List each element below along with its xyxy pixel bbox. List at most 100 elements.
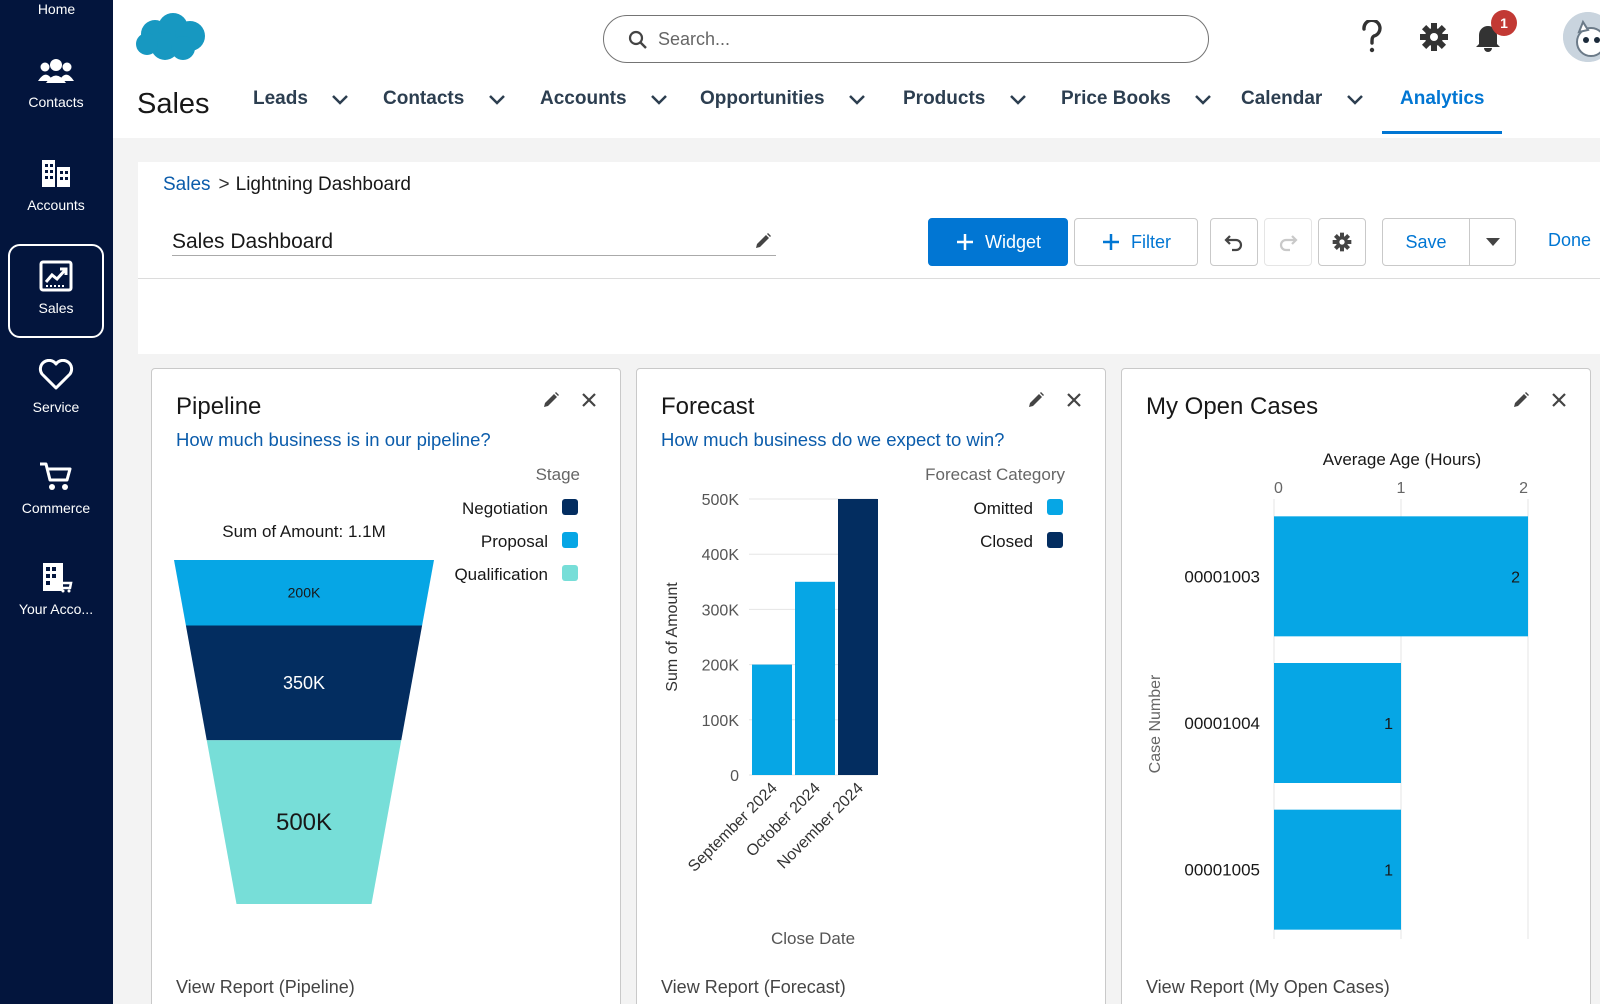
- view-report-link[interactable]: View Report (Pipeline): [176, 977, 355, 997]
- forecast-widget: 0 100K 200K 300K 400K 500K Sum of Amount Septem…: [636, 368, 1106, 1004]
- add-widget-button[interactable]: Widget: [928, 218, 1068, 266]
- x-tick-label: October 2024: [743, 780, 824, 861]
- y-tick-label: 500K: [702, 492, 740, 509]
- dashboard-name: Sales Dashboard: [172, 230, 334, 253]
- breadcrumb-link-sales[interactable]: Sales: [163, 174, 211, 195]
- x-axis-title: Average Age (Hours): [1323, 450, 1481, 469]
- dashboard-properties-button[interactable]: [1318, 218, 1366, 266]
- legend-label: Negotiation: [462, 499, 548, 518]
- legend-label: Proposal: [481, 532, 548, 551]
- help-icon[interactable]: [1361, 20, 1383, 54]
- funnel-segment: [174, 560, 434, 626]
- tab-opportunities[interactable]: Opportunities: [700, 88, 866, 138]
- chevron-down-icon[interactable]: [1346, 93, 1364, 105]
- add-filter-button[interactable]: Filter: [1074, 218, 1198, 266]
- global-search[interactable]: [603, 15, 1209, 63]
- commerce-icon: [40, 462, 72, 490]
- chevron-down-icon[interactable]: [848, 93, 866, 105]
- rail-item-commerce[interactable]: Commerce: [8, 446, 104, 540]
- chevron-down-icon[interactable]: [650, 93, 668, 105]
- tab-price-books[interactable]: Price Books: [1061, 88, 1212, 138]
- y-axis-label: Sum of Amount: [664, 582, 681, 692]
- tab-calendar[interactable]: Calendar: [1241, 88, 1364, 138]
- contacts-icon: [38, 59, 74, 83]
- bar: [1274, 516, 1528, 637]
- tab-label: Price Books: [1061, 88, 1171, 109]
- pencil-icon[interactable]: [1027, 391, 1045, 409]
- open-cases-bar-chart: Average Age (Hours) 0 1 2 Case Number 2 000010…: [1147, 450, 1529, 939]
- tab-contacts[interactable]: Contacts: [383, 88, 506, 138]
- close-icon[interactable]: [580, 391, 598, 409]
- tab-leads[interactable]: Leads: [253, 88, 349, 138]
- view-report-link[interactable]: View Report (Forecast): [661, 977, 846, 997]
- breadcrumb-current: Lightning Dashboard: [235, 174, 411, 195]
- chevron-down-icon[interactable]: [1009, 93, 1027, 105]
- plus-icon: [1103, 234, 1119, 250]
- widget-tools: [1027, 391, 1083, 414]
- rail-item-your-account[interactable]: Your Acco...: [8, 547, 104, 641]
- filter-button-label: Filter: [1131, 231, 1171, 252]
- legend-label: Qualification: [454, 565, 548, 584]
- legend-swatch: [562, 499, 578, 515]
- rail-label: Sales: [38, 300, 74, 316]
- widget-title: My Open Cases: [1146, 393, 1319, 420]
- global-header: 1 Sales Leads Contacts Accounts Opportun…: [113, 0, 1600, 138]
- y-axis-label: Case Number: [1147, 674, 1164, 773]
- undo-button[interactable]: [1210, 218, 1258, 266]
- y-tick-label: 00001005: [1184, 861, 1260, 880]
- pipeline-widget: Stage Negotiation Proposal Qualification Sum…: [151, 368, 621, 1004]
- tab-accounts[interactable]: Accounts: [540, 88, 668, 138]
- bar: [1274, 663, 1401, 783]
- redo-icon: [1279, 235, 1298, 252]
- user-avatar-icon: [1563, 12, 1600, 62]
- rail-home-label[interactable]: Home: [37, 1, 76, 17]
- chevron-down-icon[interactable]: [331, 93, 349, 105]
- rail-item-accounts[interactable]: Accounts: [8, 143, 104, 237]
- rail-item-sales[interactable]: Sales: [8, 244, 104, 338]
- notification-badge: 1: [1491, 10, 1517, 36]
- x-tick-label: 1: [1397, 480, 1406, 497]
- avatar[interactable]: [1563, 12, 1600, 62]
- y-tick-label: 200K: [702, 658, 740, 675]
- close-icon[interactable]: [1065, 391, 1083, 409]
- tab-products[interactable]: Products: [903, 88, 1027, 138]
- rail-item-service[interactable]: Service: [8, 345, 104, 439]
- salesforce-logo[interactable]: [135, 12, 207, 64]
- y-tick-label: 100K: [702, 713, 740, 730]
- save-button[interactable]: Save: [1382, 218, 1470, 266]
- pencil-icon[interactable]: [542, 391, 560, 409]
- bar: [752, 664, 792, 775]
- save-options-button[interactable]: [1469, 218, 1516, 266]
- rail-label: Accounts: [27, 197, 85, 213]
- widget-title: Forecast: [661, 393, 755, 420]
- chevron-down-icon[interactable]: [488, 93, 506, 105]
- breadcrumb-separator: >: [218, 174, 230, 195]
- y-tick-label: 300K: [702, 602, 740, 619]
- done-button[interactable]: Done: [1548, 230, 1592, 250]
- close-icon[interactable]: [1550, 391, 1568, 409]
- funnel-value-label: 500K: [276, 809, 332, 836]
- view-report-link[interactable]: View Report (My Open Cases): [1146, 977, 1390, 997]
- caret-down-icon: [1485, 238, 1500, 246]
- pencil-icon[interactable]: [754, 232, 772, 250]
- chevron-down-icon[interactable]: [1194, 93, 1212, 105]
- funnel-total-label: Sum of Amount: 1.1M: [222, 522, 385, 541]
- redo-button[interactable]: [1264, 218, 1312, 266]
- x-tick-label: 2: [1519, 480, 1528, 497]
- y-tick-label: 0: [730, 768, 739, 785]
- y-tick-label: 00001003: [1184, 567, 1260, 586]
- breadcrumb: Sales > Lightning Dashboard: [163, 174, 411, 196]
- rail-item-contacts[interactable]: Contacts: [8, 42, 104, 136]
- widget-button-label: Widget: [984, 231, 1042, 252]
- gear-icon[interactable]: [1419, 22, 1449, 52]
- tab-analytics[interactable]: Analytics: [1381, 88, 1504, 138]
- funnel-value-label: 350K: [283, 673, 325, 693]
- widget-subtitle: How much business is in our pipeline?: [176, 429, 491, 450]
- tab-label: Calendar: [1241, 88, 1323, 109]
- y-tick-label: 00001004: [1184, 714, 1260, 733]
- legend-title: Stage: [536, 465, 580, 484]
- search-input[interactable]: [658, 26, 1158, 52]
- pencil-icon[interactable]: [1512, 391, 1530, 409]
- divider: [138, 278, 1600, 279]
- dashboard-name-field[interactable]: Sales Dashboard: [172, 230, 776, 256]
